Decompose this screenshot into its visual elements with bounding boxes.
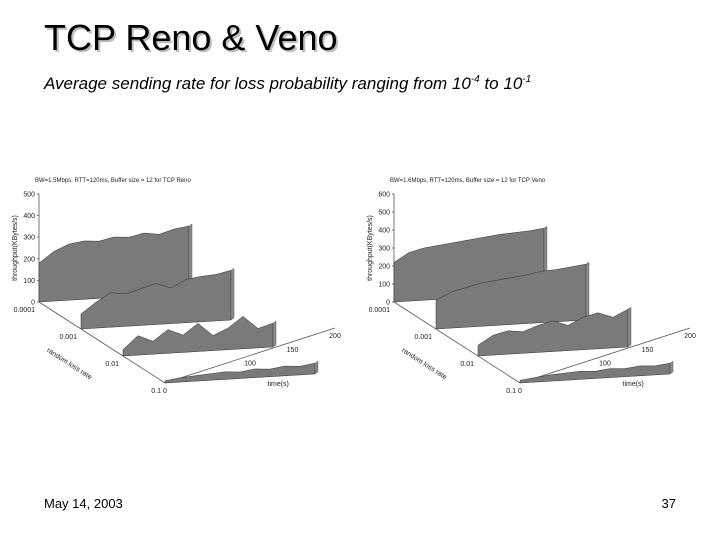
reno-3d-chart: BW=1.5Mbps, RTT=120ms, Buffer size = 12 … <box>12 178 341 395</box>
subtitle-exponent-high: -1 <box>522 74 532 85</box>
series-area <box>435 263 587 330</box>
x-tick-label: 200 <box>329 333 341 340</box>
series-side-face <box>585 261 590 321</box>
z-axis-label: random loss rate <box>400 347 448 381</box>
z-axis-line <box>393 301 521 384</box>
z-tick-label: 0.0001 <box>14 307 36 314</box>
slide-title: TCP Reno & Veno <box>44 17 338 58</box>
series-area <box>38 225 190 303</box>
z-tick-label: 0.001 <box>59 334 77 341</box>
y-tick-label: 100 <box>23 278 35 285</box>
y-tick-label: 200 <box>378 264 390 271</box>
y-axis-label: throughput(KBytes/s) <box>367 215 374 281</box>
x-axis-line <box>519 327 691 384</box>
series-area <box>519 362 671 384</box>
x-tick-label: 0 <box>163 388 167 395</box>
y-tick-label: 0 <box>386 300 390 307</box>
y-tick-label: 400 <box>23 213 35 220</box>
series-trace <box>477 306 632 357</box>
z-axis-line <box>38 301 166 384</box>
chart-title: BW=1.5Mbps, RTT=120ms, Buffer size = 12 … <box>35 178 191 184</box>
x-tick-label: 150 <box>642 347 654 354</box>
series-area <box>477 308 629 357</box>
y-tick-label: 400 <box>378 228 390 235</box>
series-area <box>122 316 274 357</box>
z-tick-label: 0.0001 <box>369 307 391 314</box>
footer-page-number: 37 <box>661 496 676 511</box>
z-tick-label: 0.01 <box>105 361 119 368</box>
x-axis-label: time(s) <box>623 381 644 388</box>
series-side-face <box>669 360 674 375</box>
series-side-face <box>314 360 319 375</box>
x-axis-label: time(s) <box>268 381 289 388</box>
y-tick-label: 100 <box>378 282 390 289</box>
veno-3d-chart: BW=1.6Mbps, RTT=120ms, Buffer size = 12 … <box>367 178 696 395</box>
x-tick-label: 150 <box>287 347 299 354</box>
x-tick-label: 200 <box>684 333 696 340</box>
series-side-face <box>230 267 235 321</box>
y-tick-label: 300 <box>378 246 390 253</box>
y-axis-label: throughput(KBytes/s) <box>12 215 19 281</box>
series-trace <box>38 223 193 303</box>
x-axis-line <box>164 327 336 384</box>
chart-title: BW=1.6Mbps, RTT=120ms, Buffer size = 12 … <box>390 178 546 184</box>
y-tick-label: 600 <box>378 192 390 199</box>
x-tick-label: 100 <box>244 361 256 368</box>
z-tick-label: 0.1 <box>151 388 161 395</box>
z-tick-label: 0.1 <box>506 388 516 395</box>
y-tick-label: 500 <box>378 210 390 217</box>
series-trace <box>122 316 277 357</box>
series-trace <box>80 267 235 330</box>
subtitle-exponent-low: -4 <box>470 74 480 85</box>
slide-subtitle: Average sending rate for loss probabilit… <box>44 70 531 94</box>
z-axis-label: random loss rate <box>45 347 93 381</box>
x-tick-label: 0 <box>518 388 522 395</box>
series-area <box>80 269 232 330</box>
series-side-face <box>627 306 632 348</box>
z-tick-label: 0.01 <box>460 361 474 368</box>
y-tick-label: 300 <box>23 235 35 242</box>
series-trace <box>519 360 674 384</box>
subtitle-text-to: to 10 <box>479 74 523 93</box>
y-tick-label: 500 <box>23 192 35 199</box>
y-tick-label: 0 <box>31 300 35 307</box>
z-tick-label: 0.001 <box>414 334 432 341</box>
series-side-face <box>272 320 277 348</box>
subtitle-text: Average sending rate for loss probabilit… <box>44 74 471 93</box>
y-tick-label: 200 <box>23 256 35 263</box>
series-trace <box>164 360 319 384</box>
series-area <box>164 362 316 384</box>
x-tick-label: 100 <box>599 361 611 368</box>
footer-date: May 14, 2003 <box>44 496 123 511</box>
